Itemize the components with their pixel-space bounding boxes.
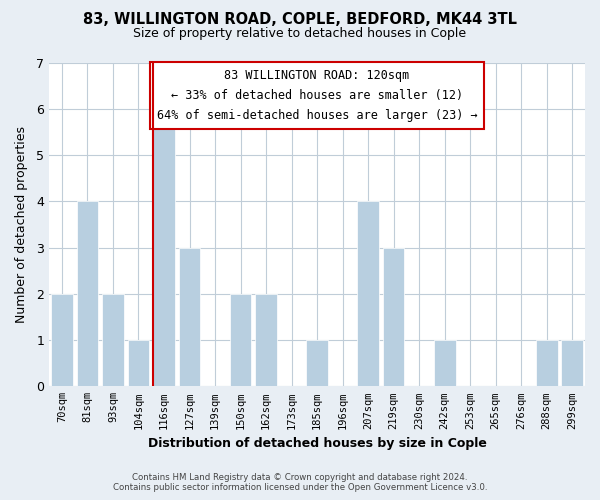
Bar [179,248,200,386]
Text: Contains HM Land Registry data © Crown copyright and database right 2024.
Contai: Contains HM Land Registry data © Crown c… [113,473,487,492]
Bar [102,294,124,386]
Y-axis label: Number of detached properties: Number of detached properties [15,126,28,323]
Bar [434,340,455,386]
Bar [562,340,583,386]
Bar [306,340,328,386]
Text: 83, WILLINGTON ROAD, COPLE, BEDFORD, MK44 3TL: 83, WILLINGTON ROAD, COPLE, BEDFORD, MK4… [83,12,517,28]
Bar [128,340,149,386]
Bar [230,294,251,386]
Bar [357,202,379,386]
Text: Size of property relative to detached houses in Cople: Size of property relative to detached ho… [133,28,467,40]
Text: 83 WILLINGTON ROAD: 120sqm
← 33% of detached houses are smaller (12)
64% of semi: 83 WILLINGTON ROAD: 120sqm ← 33% of deta… [157,69,478,122]
Bar [51,294,73,386]
Bar [255,294,277,386]
X-axis label: Distribution of detached houses by size in Cople: Distribution of detached houses by size … [148,437,487,450]
Bar [77,202,98,386]
Bar [536,340,557,386]
Bar [383,248,404,386]
Bar [153,109,175,386]
